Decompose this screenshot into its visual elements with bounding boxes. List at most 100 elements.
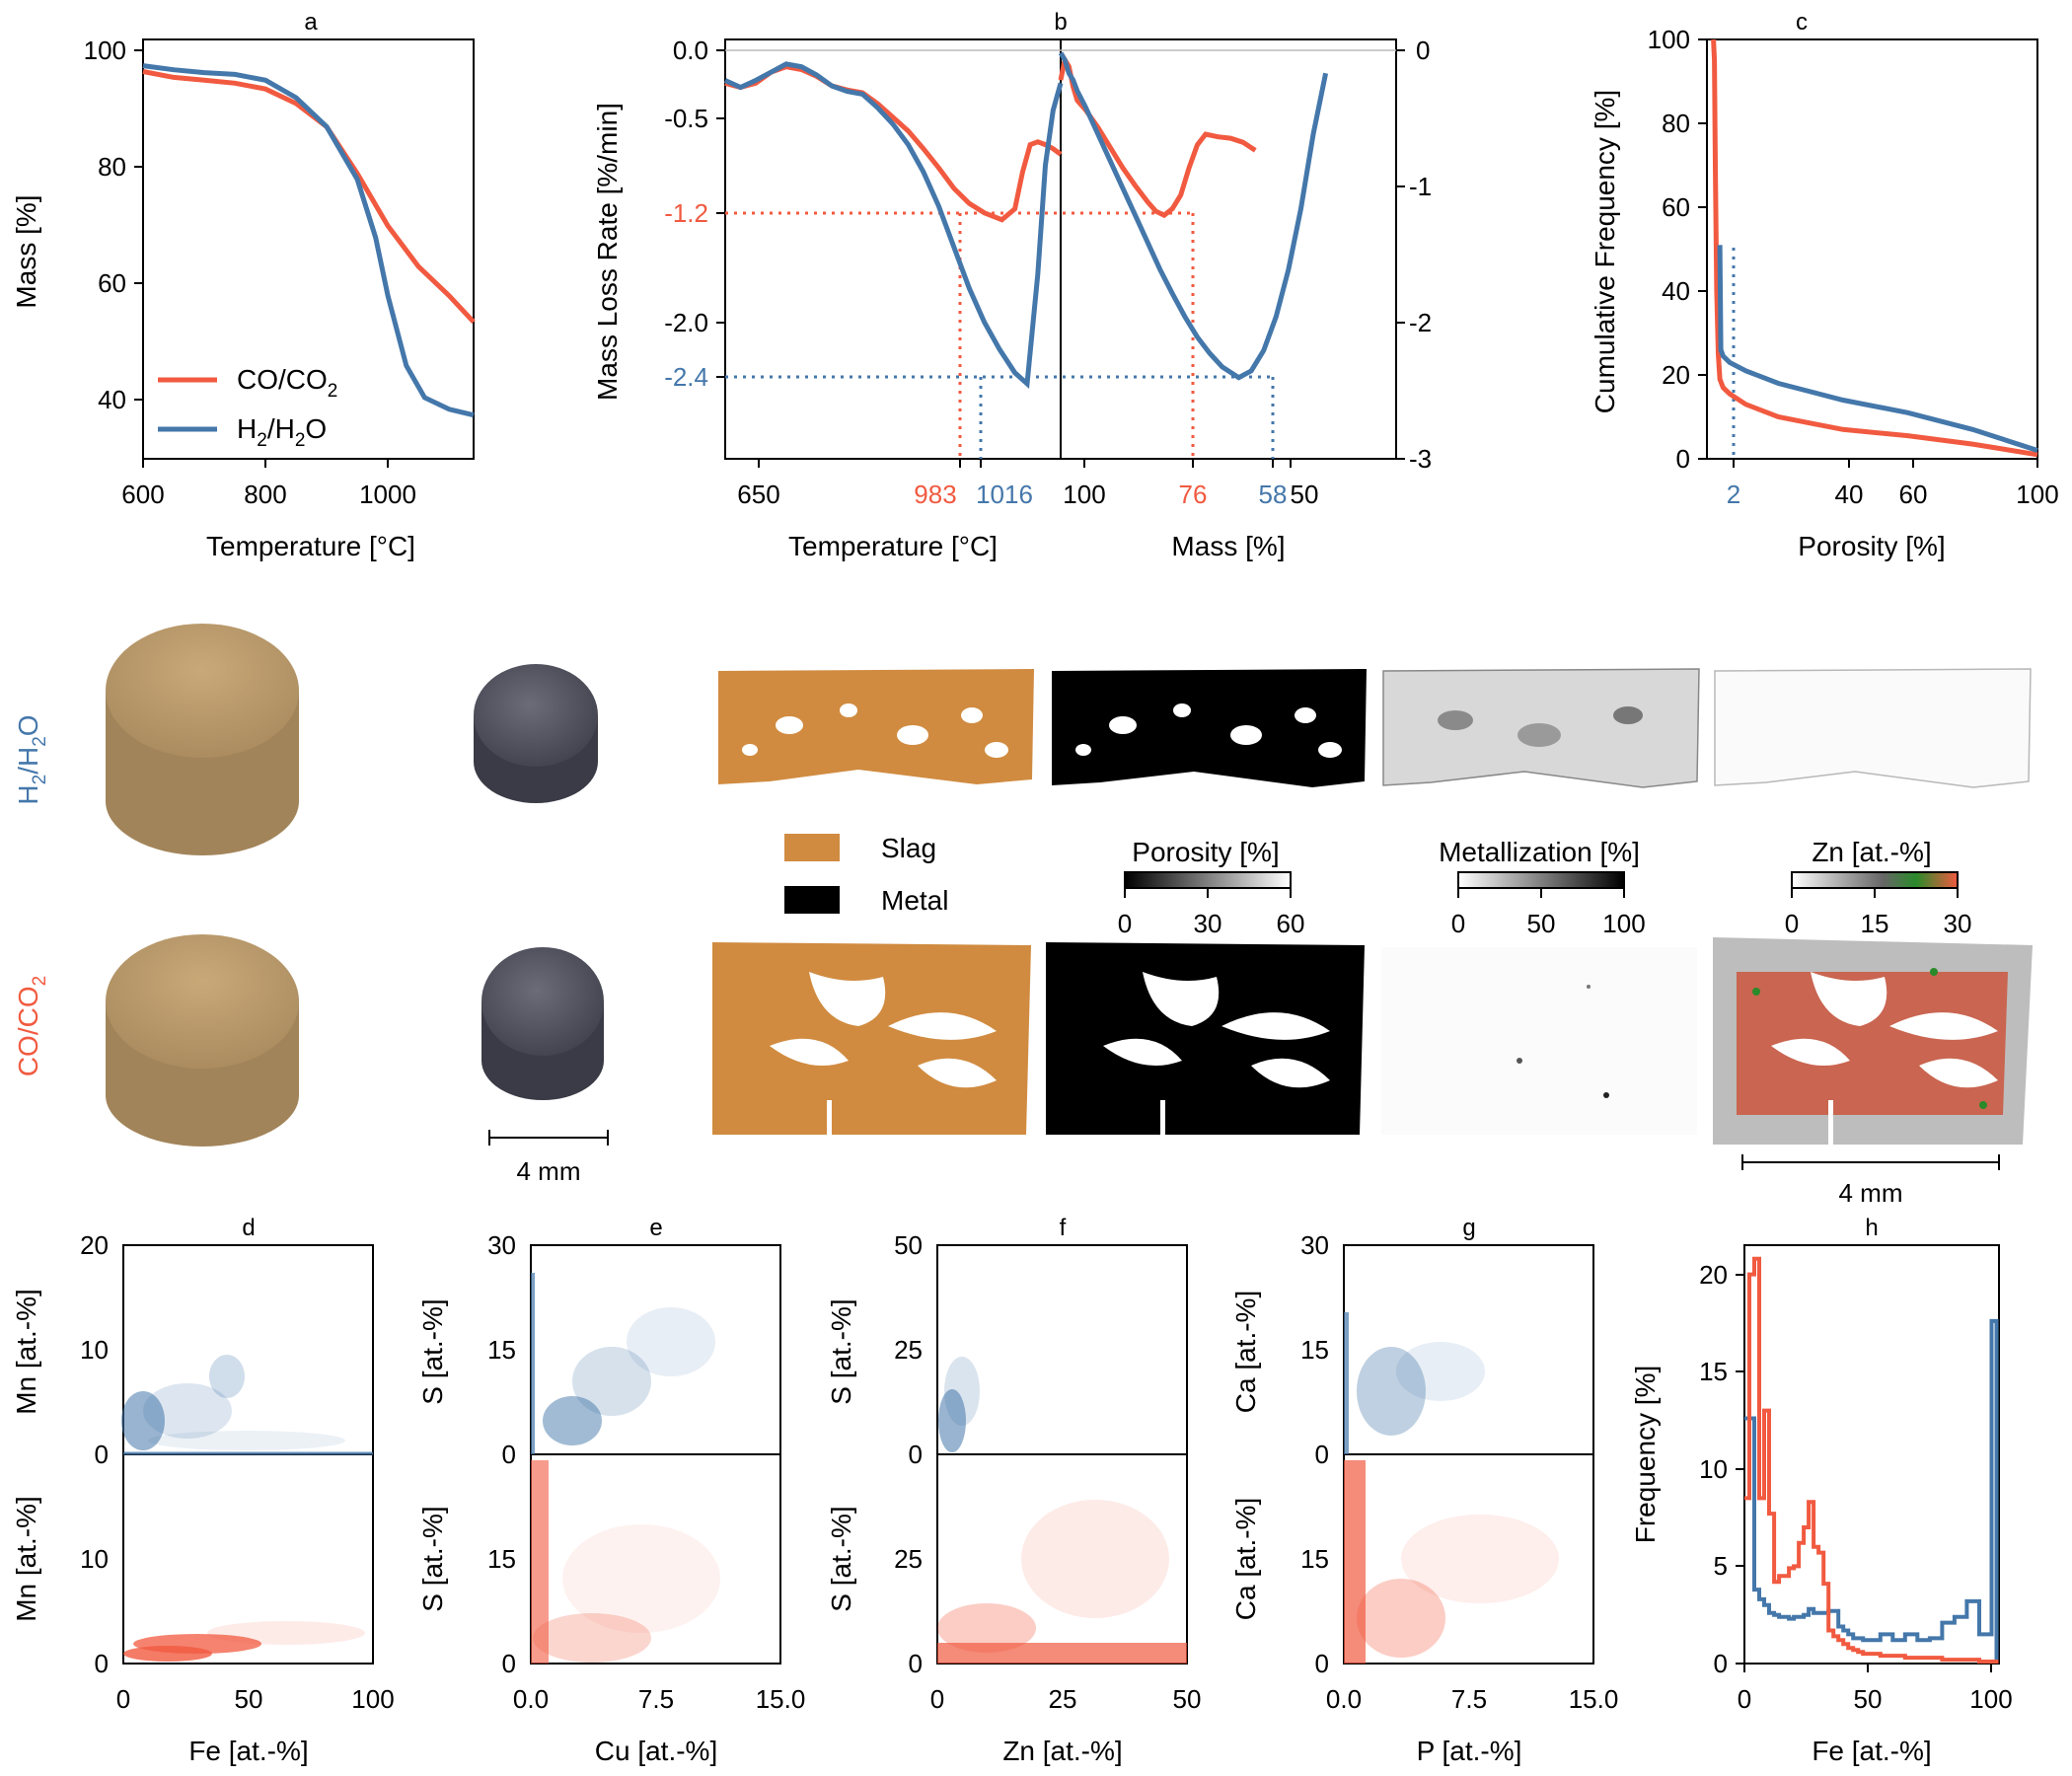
colorbar-zn-tick: 0 [1785, 909, 1799, 938]
panel-b-xtick-co-peak: 983 [914, 480, 956, 509]
colorbar-zn-title: Zn [at.-%] [1812, 837, 1931, 867]
row-label-co: CO/CO2 [13, 976, 50, 1076]
panel-h-xtick: 100 [1969, 1684, 2012, 1714]
pellet-reduced-co [481, 947, 604, 1100]
panel-b-right-xlabel: Mass [%] [1171, 531, 1285, 561]
panel-e-title: e [649, 1215, 662, 1241]
panel-h-ytick: 20 [1699, 1260, 1728, 1290]
panel-d-ytick: 0 [95, 1440, 109, 1469]
panel-b-xtick: 50 [1291, 480, 1319, 509]
panel-a-xtick: 800 [244, 480, 286, 509]
pellet-reduced-h2 [474, 664, 598, 803]
panel-b-xtick-h2-peak: 1016 [976, 480, 1033, 509]
panel-b-right-series-h2 [1058, 51, 1329, 381]
panel-b-right-ytick: -3 [1409, 444, 1432, 474]
legend-metal-swatch [784, 886, 840, 914]
panel-b-xtick-h2-mass: 58 [1259, 480, 1288, 509]
colorbar-zn: Zn [at.-%] 0 15 30 [1785, 837, 1972, 938]
colorbar-porosity-tick: 30 [1194, 909, 1222, 938]
panel-b-left-series-h2 [723, 61, 1064, 390]
panel-g-top-scatter [1344, 1312, 1485, 1454]
panel-e-ytick: 0 [502, 1649, 516, 1678]
panel-b-ytick-co-peak: -1.2 [664, 198, 708, 228]
xsection-zn-co [1713, 937, 2033, 1145]
panel-b-reference-lines [725, 211, 1275, 459]
panel-a-ylabel: Mass [%] [11, 194, 41, 308]
panel-d-ylabel-bottom: Mn [at.-%] [11, 1496, 41, 1622]
panel-f-ytick: 25 [894, 1544, 923, 1574]
panel-f-ytick: 0 [909, 1649, 923, 1678]
panel-b-ytick: -2.0 [664, 308, 708, 337]
panel-b-left-series-co [724, 64, 1063, 223]
panel-a-xlabel: Temperature [°C] [206, 531, 415, 561]
colorbar-porosity-tick: 0 [1118, 909, 1132, 938]
row-label-h2: H2/H2O [13, 714, 50, 804]
panel-f-ytick: 0 [909, 1440, 923, 1469]
panel-c-ticks [1698, 38, 2038, 468]
panel-e-ylabel-bottom: S [at.-%] [417, 1506, 448, 1611]
panel-h-series-co [1744, 1256, 1999, 1664]
panel-f-xtick: 0 [930, 1684, 944, 1714]
pellet-raw-h2 [106, 624, 299, 855]
panel-c-ytick: 20 [1662, 360, 1690, 390]
panel-h-title: h [1865, 1215, 1878, 1241]
panel-a-xtick: 600 [121, 480, 164, 509]
panel-e-ytick: 0 [502, 1440, 516, 1469]
scalebar-right-label: 4 mm [1839, 1178, 1903, 1208]
panel-h-series-h2 [1744, 1318, 1999, 1664]
panel-d-ytick: 0 [95, 1649, 109, 1678]
xsection-metal-co [1046, 942, 1365, 1135]
panel-h-xtick: 0 [1738, 1684, 1751, 1714]
pellet-raw-co [106, 934, 299, 1147]
panel-c-ytick: 100 [1648, 25, 1690, 54]
panel-c-xtick: 40 [1835, 480, 1864, 509]
panel-e-xtick: 0.0 [513, 1684, 549, 1714]
legend-metal-label: Metal [881, 885, 948, 916]
scalebar-left: 4 mm [488, 1130, 609, 1186]
panel-b-title: b [1054, 9, 1067, 36]
colorbar-metallization-title: Metallization [%] [1439, 837, 1640, 867]
panel-d-xtick: 100 [351, 1684, 394, 1714]
panel-d-ytick: 20 [80, 1230, 109, 1260]
scalebar-left-label: 4 mm [517, 1156, 581, 1186]
panel-b-right-ticks [1083, 49, 1405, 468]
panel-e-ytick: 15 [487, 1544, 516, 1574]
panel-h: h 0 5 10 15 20 0 50 100 Fe [at.-%] Frequ… [1630, 1215, 2013, 1766]
panel-e-xlabel: Cu [at.-%] [595, 1736, 717, 1766]
panel-d-xlabel: Fe [at.-%] [188, 1736, 308, 1766]
panel-a-ytick: 60 [98, 268, 126, 298]
panel-b-left-xlabel: Temperature [°C] [788, 531, 998, 561]
colorbar-porosity: Porosity [%] 0 30 60 [1118, 837, 1305, 938]
panel-c-ylabel: Cumulative Frequency [%] [1590, 90, 1620, 413]
panel-a-ytick: 100 [84, 36, 126, 65]
panel-c-xtick: 100 [2016, 480, 2058, 509]
xsection-metal-h2 [1052, 669, 1367, 787]
panel-g-xlabel: P [at.-%] [1417, 1736, 1522, 1766]
panel-g-xtick: 15.0 [1569, 1684, 1619, 1714]
panel-b-right-series-co [1058, 52, 1257, 219]
legend-slag-label: Slag [881, 833, 936, 863]
panel-e-ytick: 15 [487, 1335, 516, 1365]
panel-f-xlabel: Zn [at.-%] [1002, 1736, 1122, 1766]
panel-c-xtick: 60 [1899, 480, 1928, 509]
panel-c-xlabel: Porosity [%] [1798, 531, 1945, 561]
panel-g-ytick: 30 [1300, 1230, 1329, 1260]
panel-g: g 30 15 0 15 0 0.0 7.5 15.0 P [at.-%] Ca… [1230, 1215, 1618, 1766]
panel-h-xtick: 50 [1854, 1684, 1883, 1714]
panel-b-xtick-co-mass: 76 [1179, 480, 1208, 509]
panel-a-ticks [134, 49, 389, 468]
panel-e-xtick: 7.5 [638, 1684, 674, 1714]
panel-b-ylabel: Mass Loss Rate [%/min] [592, 103, 623, 401]
panel-a-ytick: 40 [98, 385, 126, 414]
panel-g-ytick: 0 [1315, 1649, 1329, 1678]
panel-e-ylabel-top: S [at.-%] [417, 1298, 448, 1404]
panel-b-ytick-h2-peak: -2.4 [664, 362, 708, 392]
xsection-slag-h2 [718, 669, 1034, 784]
panel-d-title: d [242, 1215, 255, 1241]
panel-h-ytick: 0 [1714, 1649, 1728, 1678]
panel-d: d 20 10 0 10 0 0 50 100 Fe [at.-%] Mn [a… [11, 1215, 395, 1766]
xsection-metallization-co [1381, 947, 1697, 1135]
panel-b-right-ytick: -2 [1409, 308, 1432, 337]
colorbar-metallization-tick: 0 [1451, 909, 1465, 938]
